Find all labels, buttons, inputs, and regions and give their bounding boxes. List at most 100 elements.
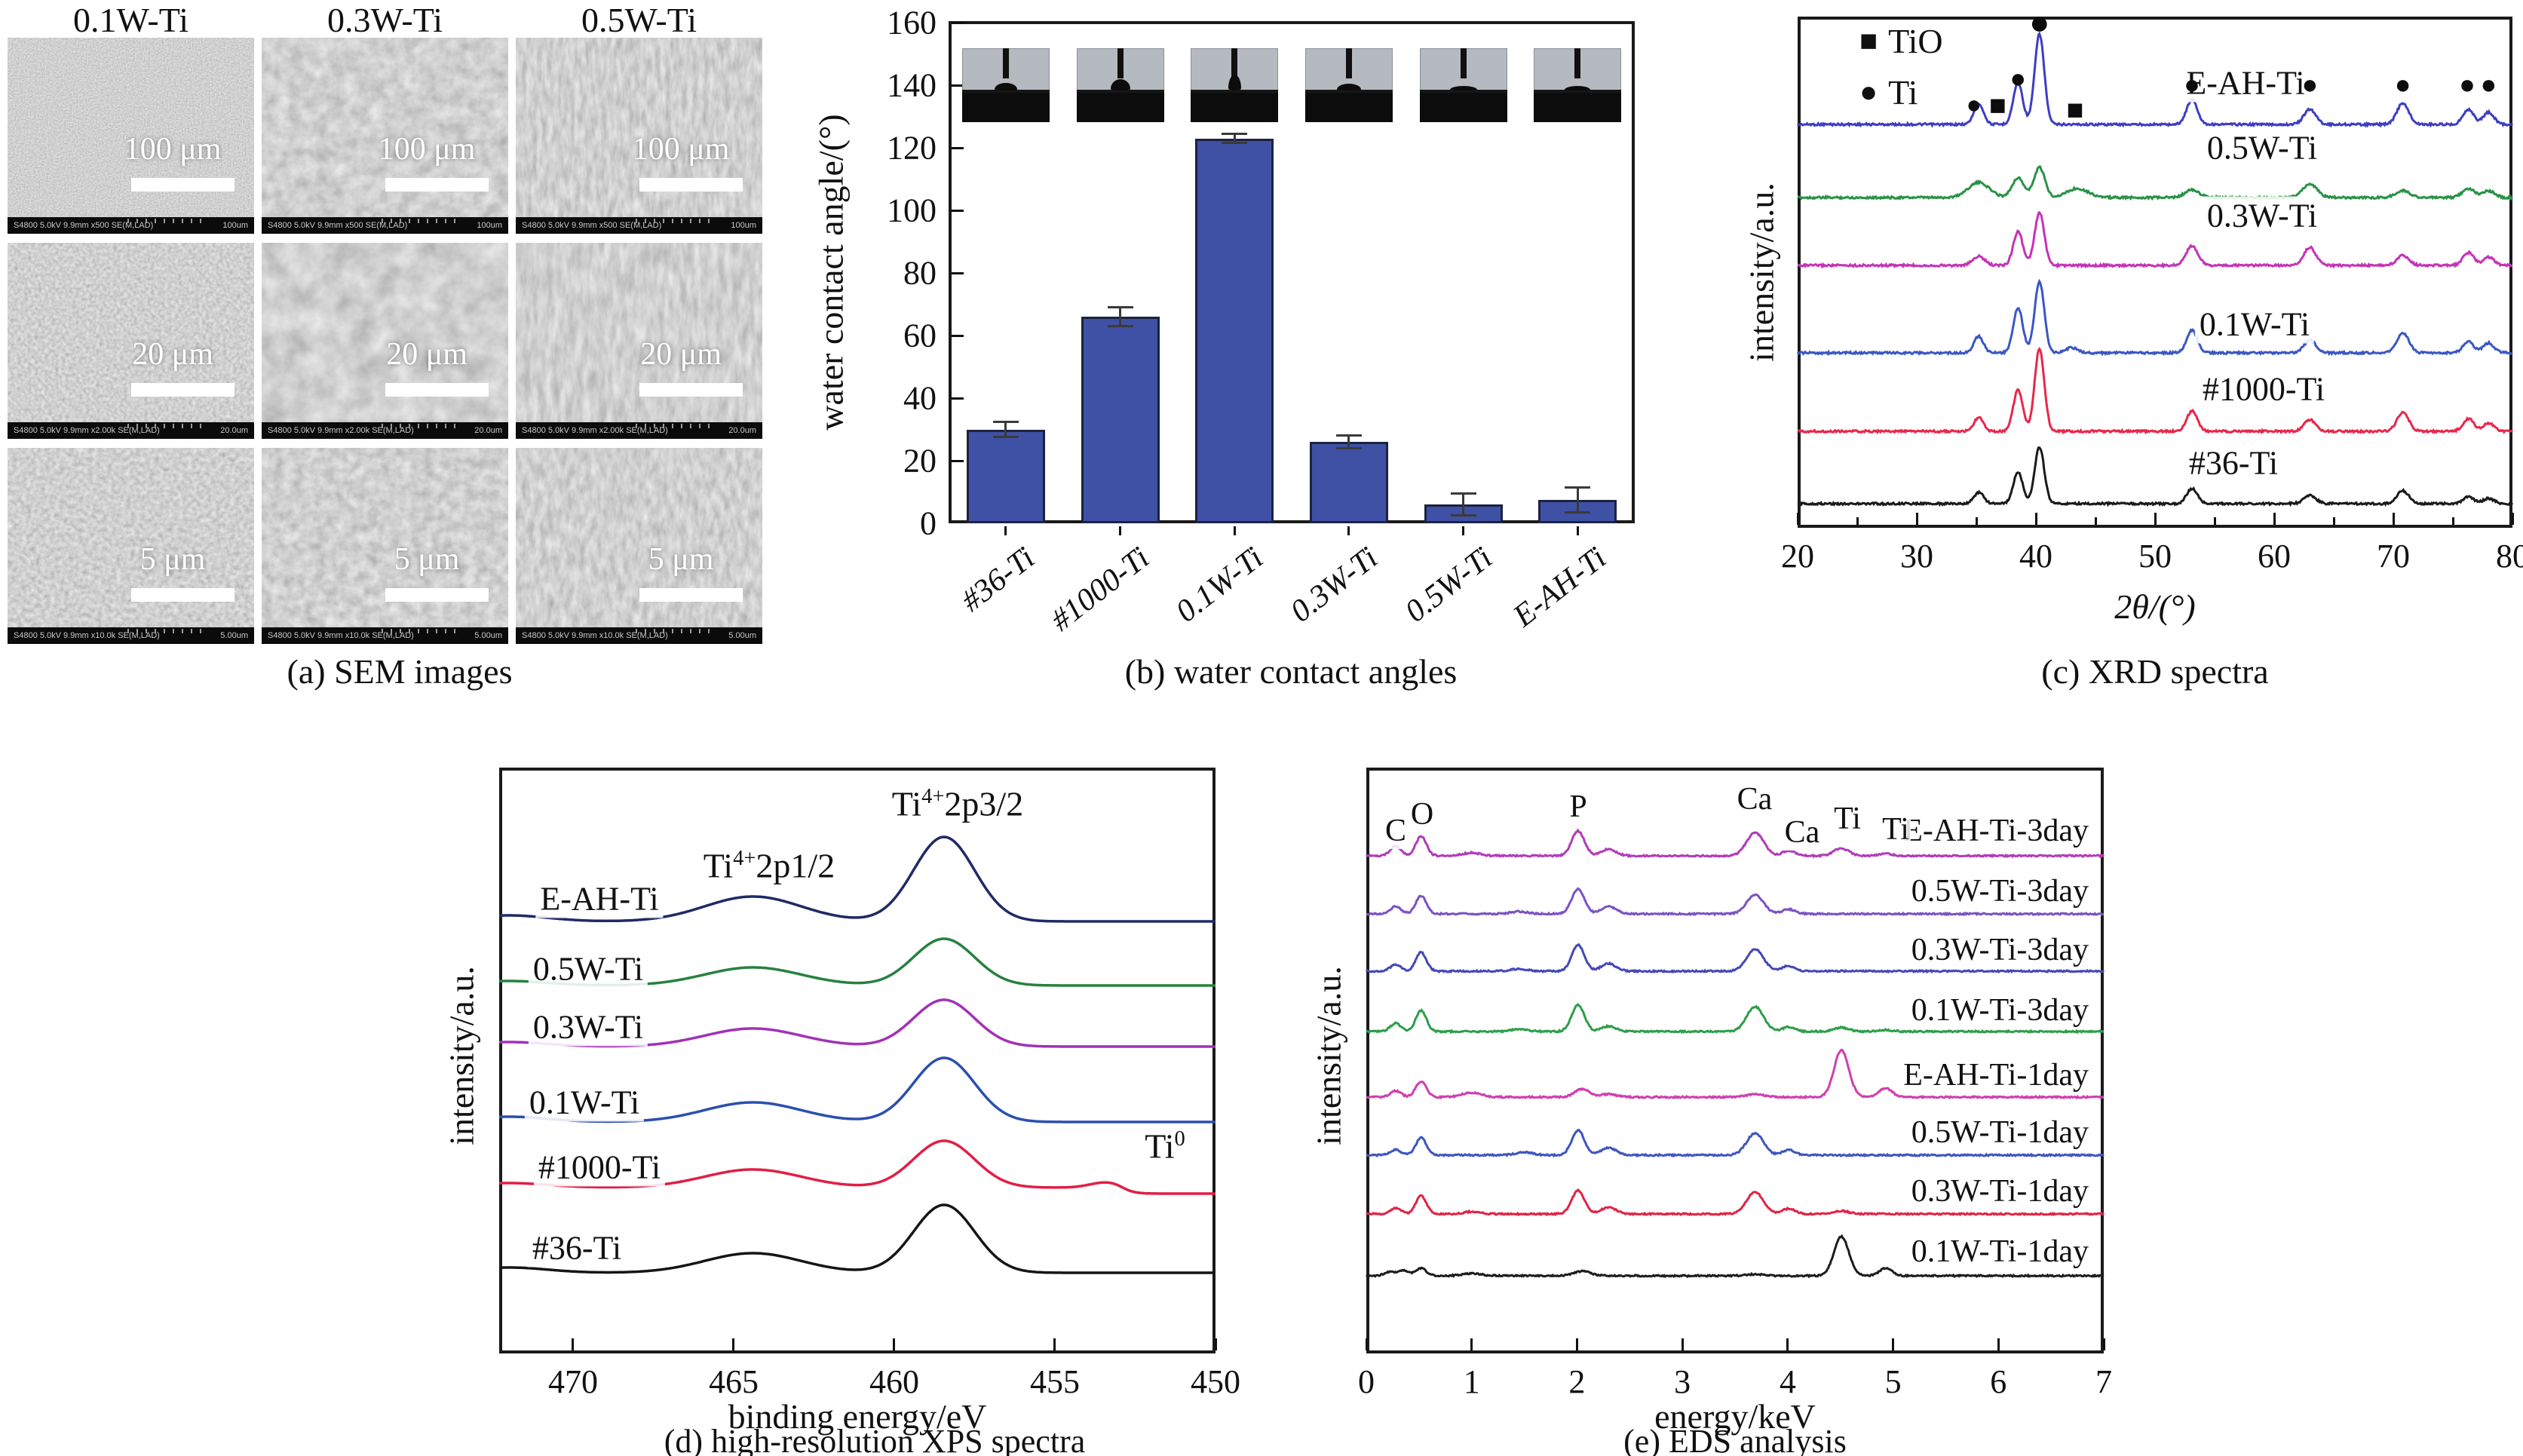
droplet-surface	[1191, 90, 1279, 93]
sem-image: 5 μm S4800 5.0kV 9.9mm x10.0k SE(M,LAD) 5.…	[8, 448, 254, 644]
sem-meta-left: S4800 5.0kV 9.9mm x2.00k SE(M,LAD)	[268, 426, 414, 435]
xrd-x-tick	[2034, 513, 2037, 525]
xps-x-axis-label: binding energy/eV	[728, 1397, 987, 1436]
eds-y-axis-label: intensity/a.u.	[1309, 966, 1348, 1145]
xrd-x-tick-label: 30	[1900, 538, 1933, 575]
caption-xrd: (c) XRD spectra	[2041, 652, 2269, 691]
wca-y-tick-label: 160	[887, 4, 937, 41]
xrd-x-tick-label: 20	[1781, 538, 1814, 575]
sem-meta-right: 100um	[731, 221, 756, 230]
xrd-x-tick	[2154, 513, 2157, 525]
eds-element-label-ca: Ca	[1783, 814, 1822, 851]
wca-y-tick-label: 100	[887, 192, 937, 229]
spectrum-trace-0.1W-Ti-1day	[1365, 1234, 2105, 1279]
wca-x-tick	[1347, 526, 1350, 535]
eds-x-tick-label: 3	[1674, 1363, 1691, 1400]
eds-x-tick-label: 5	[1884, 1363, 1902, 1400]
water-droplet-icon	[1336, 84, 1361, 90]
xrd-trace-label: E-AH-Ti	[2181, 63, 2310, 103]
wca-y-tick	[952, 271, 964, 274]
wca-error-stem	[1576, 487, 1579, 513]
eds-x-tick	[1892, 1338, 1895, 1350]
xrd-x-minor-tick	[2451, 517, 2454, 525]
sem-scale-label: 20 μm	[132, 336, 213, 372]
eds-traces	[1365, 828, 2105, 1279]
wca-y-tick	[952, 146, 964, 149]
xrd-frame	[1798, 17, 2512, 528]
sem-scalebar	[385, 177, 489, 192]
xrd-legend-ti: ● Ti	[1859, 73, 1918, 112]
xps-x-tick	[732, 1338, 735, 1350]
sem-meta-left: S4800 5.0kV 9.9mm x2.00k SE(M,LAD)	[14, 426, 160, 435]
wca-error-stem	[1233, 133, 1236, 143]
wca-y-tick	[952, 209, 964, 212]
eds-x-tick	[1470, 1338, 1473, 1350]
droplet-ground	[1191, 91, 1279, 122]
wca-x-tick	[1233, 526, 1236, 535]
xrd-x-tick	[2392, 513, 2395, 525]
eds-element-label-ti: Ti	[1881, 811, 1911, 848]
eds-x-tick	[1786, 1338, 1789, 1350]
wca-error-stem	[1347, 435, 1350, 449]
spectrum-trace-0.3W-Ti-1day	[1366, 1188, 2105, 1217]
xrd-x-minor-tick	[1856, 517, 1859, 525]
sem-image: 20 μm S4800 5.0kV 9.9mm x2.00k SE(M,LAD) 2…	[262, 243, 508, 439]
wca-bar	[1081, 317, 1160, 523]
sem-ruler-ticks	[127, 424, 201, 428]
sem-ruler-ticks	[635, 219, 710, 223]
wca-error-stem	[1462, 493, 1464, 516]
sem-scale-label: 5 μm	[394, 541, 460, 577]
eds-element-label-p: P	[1568, 789, 1589, 825]
wca-y-tick-label: 40	[903, 379, 937, 417]
sem-scalebar	[130, 587, 235, 602]
xps-trace-label: 0.1W-Ti	[524, 1083, 645, 1122]
sem-scale-label: 5 μm	[139, 541, 206, 577]
sem-infobar: S4800 5.0kV 9.9mm x10.0k SE(M,LAD) 5.00um	[262, 627, 508, 644]
spectrum-trace-0.1W-Ti-3day	[1366, 1003, 2105, 1035]
sem-scalebar	[639, 177, 743, 192]
spectrum-trace-#1000-Ti	[1797, 346, 2514, 435]
wca-error-cap-bottom	[1222, 142, 1248, 145]
droplet-photo-inset	[1076, 48, 1164, 122]
droplet-photo-inset	[1191, 48, 1279, 122]
wca-error-cap-top	[1565, 486, 1591, 489]
xrd-x-tick	[1915, 513, 1918, 525]
xps-trace-label: #36-Ti	[527, 1228, 627, 1267]
sem-image: 5 μm S4800 5.0kV 9.9mm x10.0k SE(M,LAD) 5.…	[262, 448, 508, 644]
sem-meta-right: 5.00um	[474, 631, 502, 640]
xps-x-tick-label: 460	[869, 1363, 919, 1400]
eds-trace-label: 0.1W-Ti-3day	[1906, 992, 2093, 1028]
eds-x-tick-label: 4	[1779, 1363, 1796, 1400]
wca-x-tick	[1119, 526, 1121, 535]
spectrum-trace-0.3W-Ti-3day	[1365, 943, 2105, 974]
sem-ruler-ticks	[635, 424, 710, 428]
sem-image: 20 μm S4800 5.0kV 9.9mm x2.00k SE(M,LAD) 2…	[8, 243, 254, 439]
droplet-surface	[1304, 90, 1393, 93]
droplet-photo-inset	[1304, 48, 1393, 122]
eds-x-tick-label: 6	[1990, 1363, 2007, 1400]
dosing-needle-icon	[1002, 48, 1009, 78]
eds-x-tick	[1681, 1338, 1684, 1350]
spectrum-trace-E-AH-Ti	[499, 835, 1216, 923]
spectrum-trace-0.5W-Ti-1day	[1366, 1128, 2105, 1158]
spectrum-trace-0.5W-Ti	[1797, 165, 2514, 201]
xps-x-tick-label: 470	[547, 1363, 598, 1400]
eds-trace-label: 0.1W-Ti-1day	[1906, 1234, 2093, 1270]
ti-circle-marker-icon: ●	[2010, 63, 2027, 93]
wca-y-tick	[952, 84, 964, 87]
sem-meta-left: S4800 5.0kV 9.9mm x500 SE(M,LAD)	[14, 221, 154, 230]
eds-x-axis-label: energy/keV	[1654, 1397, 1816, 1436]
sem-scalebar	[130, 177, 235, 192]
sem-meta-left: S4800 5.0kV 9.9mm x10.0k SE(M,LAD)	[268, 631, 414, 640]
xrd-x-tick-label: 70	[2377, 538, 2410, 575]
eds-trace-label: E-AH-Ti-1day	[1899, 1057, 2093, 1093]
xrd-x-tick-label: 50	[2138, 538, 2172, 575]
wca-error-cap-top	[1450, 492, 1476, 495]
xrd-x-axis-label: 2θ/(°)	[2114, 587, 2196, 626]
sem-scale-label: 5 μm	[648, 541, 714, 577]
sem-infobar: S4800 5.0kV 9.9mm x2.00k SE(M,LAD) 20.0um	[8, 422, 254, 439]
square-marker-icon: ■	[1859, 23, 1878, 57]
